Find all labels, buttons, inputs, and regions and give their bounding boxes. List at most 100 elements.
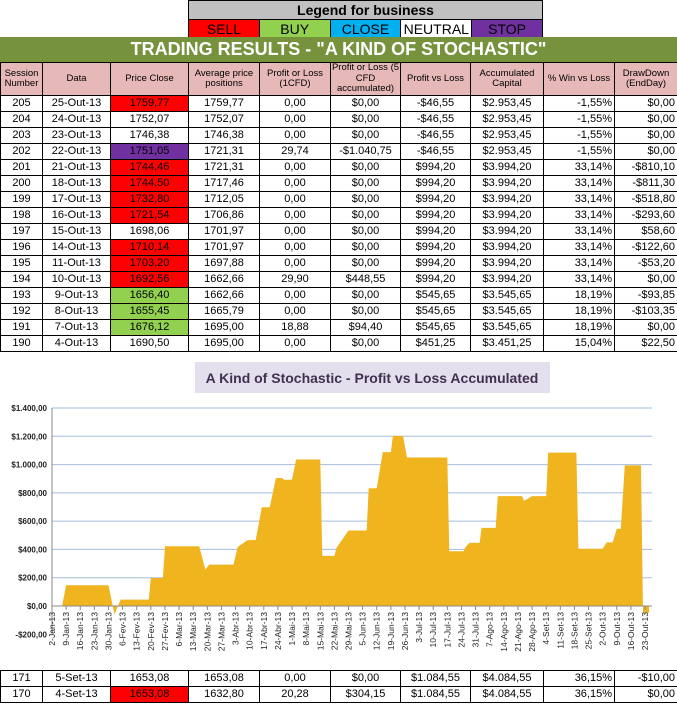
- cell-profit-vs-loss: -$46,55: [400, 95, 471, 112]
- legend-stop-loss: STOP LOSS: [472, 20, 542, 55]
- x-tick-label: 3-Abr-13: [231, 612, 241, 645]
- cell-drawdown-endday: $22,50: [614, 335, 677, 352]
- x-tick-label: 2-Out-13: [598, 612, 608, 646]
- cell-profit-or-loss-1cfd: 0,00: [259, 670, 331, 687]
- cell-profit-vs-loss: -$46,55: [400, 127, 471, 144]
- x-tick-label: 23-Out-13: [640, 612, 650, 651]
- cell-price-close: 1698,06: [110, 223, 189, 240]
- cell-price-close: 1653,08: [110, 686, 189, 703]
- y-tick-label: $400,00: [18, 545, 47, 554]
- cell-drawdown-endday: $0,00: [614, 686, 677, 703]
- column-header: Profit or Loss (1CFD): [259, 62, 331, 96]
- cell-data: 14-Out-13: [42, 239, 111, 256]
- cell-profit-vs-loss: $994,20: [400, 207, 471, 224]
- legend-buy: BUY: [259, 20, 331, 38]
- cell-profit-or-loss-5-cfd-accumulated: $0,00: [330, 111, 401, 128]
- cell-profit-vs-loss: $994,20: [400, 271, 471, 288]
- cell-profit-or-loss-1cfd: 20,28: [259, 686, 331, 703]
- table-row: 200 18-Out-13 1744,50 1717,46 0,00 $0,00 $994,…: [0, 175, 677, 192]
- cell-data: 4-Set-13: [42, 686, 111, 703]
- cell--win-vs-loss: 33,14%: [543, 207, 615, 224]
- cell--win-vs-loss: 33,14%: [543, 175, 615, 192]
- cell-average-price-positions: 1695,00: [188, 335, 260, 352]
- cell-profit-or-loss-5-cfd-accumulated: $0,00: [330, 303, 401, 320]
- cell-drawdown-endday: -$293,60: [614, 207, 677, 224]
- cell--win-vs-loss: -1,55%: [543, 95, 615, 112]
- cell-data: 23-Out-13: [42, 127, 111, 144]
- table-row: 191 7-Out-13 1676,12 1695,00 18,88 $94,40 $545…: [0, 319, 677, 336]
- x-tick-label: 18-Set-13: [569, 612, 579, 650]
- table-row: 201 21-Out-13 1744,46 1721,31 0,00 $0,00 $994,…: [0, 159, 677, 176]
- cell-accumulated-capital: $3.545,65: [470, 303, 544, 320]
- cell-price-close: 1676,12: [110, 319, 189, 336]
- cell-profit-or-loss-5-cfd-accumulated: $0,00: [330, 191, 401, 208]
- cell-average-price-positions: 1701,97: [188, 239, 260, 256]
- cell-session-number: 202: [0, 143, 43, 160]
- y-tick-label: $600,00: [18, 517, 47, 526]
- cell-accumulated-capital: $3.545,65: [470, 319, 544, 336]
- results-table-bottom: 171 5-Set-13 1653,08 1653,08 0,00 $0,00 $1.084…: [0, 670, 677, 703]
- cell-average-price-positions: 1695,00: [188, 319, 260, 336]
- cell-accumulated-capital: $3.994,20: [470, 207, 544, 224]
- x-tick-label: 12-Jun-13: [372, 612, 382, 651]
- cell-profit-or-loss-1cfd: 0,00: [259, 191, 331, 208]
- cell-average-price-positions: 1759,77: [188, 95, 260, 112]
- cell-accumulated-capital: $3.994,20: [470, 239, 544, 256]
- cell-accumulated-capital: $3.994,20: [470, 255, 544, 272]
- cell-accumulated-capital: $2.953,45: [470, 111, 544, 128]
- cell-price-close: 1732,80: [110, 191, 189, 208]
- cell-accumulated-capital: $3.994,20: [470, 175, 544, 192]
- column-header: Profit or Loss (5 CFD accumulated): [330, 62, 401, 96]
- column-header: Accumulated Capital: [470, 62, 544, 96]
- cell-price-close: 1692,56: [110, 271, 189, 288]
- cell-price-close: 1703,20: [110, 255, 189, 272]
- cell-profit-vs-loss: $994,20: [400, 255, 471, 272]
- column-header: Session Number: [0, 62, 43, 96]
- cell-accumulated-capital: $3.994,20: [470, 159, 544, 176]
- cell-profit-or-loss-1cfd: 0,00: [259, 159, 331, 176]
- table-row: 199 17-Out-13 1732,80 1712,05 0,00 $0,00 $994,…: [0, 191, 677, 208]
- cell-profit-or-loss-5-cfd-accumulated: $0,00: [330, 255, 401, 272]
- table-row: 196 14-Out-13 1710,14 1701,97 0,00 $0,00 $994,…: [0, 239, 677, 256]
- cell-profit-or-loss-1cfd: 29,90: [259, 271, 331, 288]
- cell-profit-or-loss-5-cfd-accumulated: $448,55: [330, 271, 401, 288]
- x-tick-label: 6-Mar-13: [174, 612, 184, 647]
- cell-session-number: 198: [0, 207, 43, 224]
- cell-profit-or-loss-1cfd: 0,00: [259, 303, 331, 320]
- y-tick-label: $1.400,00: [11, 404, 47, 413]
- x-tick-label: 22-Mai-13: [329, 612, 339, 651]
- table-row: 205 25-Out-13 1759,77 1759,77 0,00 $0,00 -$46,…: [0, 95, 677, 112]
- cell-accumulated-capital: $3.545,65: [470, 287, 544, 304]
- table-row: 198 16-Out-13 1721,54 1706,86 0,00 $0,00 $994,…: [0, 207, 677, 224]
- table-row: 195 11-Out-13 1703,20 1697,88 0,00 $0,00 $994,…: [0, 255, 677, 272]
- y-tick-label: $1.000,00: [11, 461, 47, 470]
- x-tick-label: 26-Jun-13: [400, 612, 410, 651]
- cell--win-vs-loss: 18,19%: [543, 303, 615, 320]
- cell-profit-or-loss-5-cfd-accumulated: $0,00: [330, 207, 401, 224]
- cell-profit-or-loss-5-cfd-accumulated: $0,00: [330, 670, 401, 687]
- cell-average-price-positions: 1632,80: [188, 686, 260, 703]
- cell-profit-or-loss-1cfd: 0,00: [259, 127, 331, 144]
- cell-session-number: 201: [0, 159, 43, 176]
- cell-average-price-positions: 1697,88: [188, 255, 260, 272]
- cell--win-vs-loss: 18,19%: [543, 287, 615, 304]
- cell-data: 8-Out-13: [42, 303, 111, 320]
- table-row: 192 8-Out-13 1655,45 1665,79 0,00 $0,00 $545,6…: [0, 303, 677, 320]
- table-row: 170 4-Set-13 1653,08 1632,80 20,28 $304,15 $1.…: [0, 686, 677, 703]
- cell-profit-or-loss-1cfd: 0,00: [259, 223, 331, 240]
- column-header: Price Close: [110, 62, 189, 96]
- cell-session-number: 190: [0, 335, 43, 352]
- cell-accumulated-capital: $3.994,20: [470, 223, 544, 240]
- cell-average-price-positions: 1752,07: [188, 111, 260, 128]
- column-header: Profit vs Loss: [400, 62, 471, 96]
- cell-price-close: 1690,50: [110, 335, 189, 352]
- cell-accumulated-capital: $3.994,20: [470, 271, 544, 288]
- cell-profit-or-loss-1cfd: 0,00: [259, 95, 331, 112]
- chart-title: A Kind of Stochastic - Profit vs Loss Ac…: [206, 370, 539, 386]
- x-tick-label: 4-Set-13: [541, 612, 551, 645]
- x-tick-label: 15-Mai-13: [315, 612, 325, 651]
- cell-profit-vs-loss: -$46,55: [400, 143, 471, 160]
- cell-data: 10-Out-13: [42, 271, 111, 288]
- y-tick-label: $0,00: [27, 602, 48, 611]
